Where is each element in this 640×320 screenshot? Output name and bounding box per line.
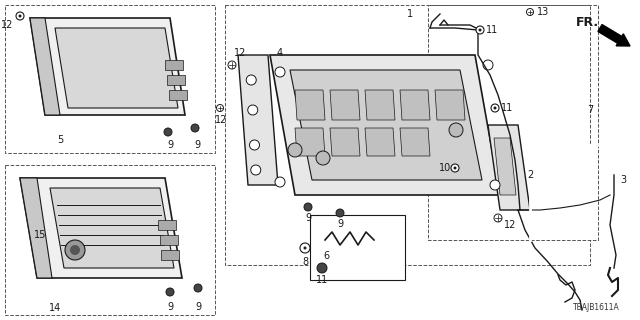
Text: 1: 1 [407, 9, 413, 19]
Circle shape [275, 177, 285, 187]
Text: 11: 11 [501, 103, 513, 113]
Circle shape [164, 128, 172, 136]
Text: 9: 9 [167, 140, 173, 150]
Circle shape [316, 151, 330, 165]
Circle shape [336, 209, 344, 217]
Circle shape [70, 245, 80, 255]
Circle shape [250, 140, 259, 150]
Text: 9: 9 [337, 219, 343, 229]
Circle shape [194, 284, 202, 292]
Circle shape [479, 28, 481, 31]
Circle shape [454, 166, 456, 170]
Bar [310, 215, 405, 280]
Polygon shape [295, 128, 325, 156]
Text: 9: 9 [305, 213, 311, 223]
Circle shape [304, 203, 312, 211]
Circle shape [490, 180, 500, 190]
Circle shape [228, 61, 236, 69]
Polygon shape [365, 90, 395, 120]
FancyArrow shape [598, 25, 630, 46]
Bar [158, 220, 176, 230]
Circle shape [65, 240, 85, 260]
Text: 11: 11 [486, 25, 498, 35]
Polygon shape [20, 178, 182, 278]
Polygon shape [435, 90, 465, 120]
Text: 3: 3 [620, 175, 626, 185]
Text: 12: 12 [234, 48, 246, 58]
Bar [166, 60, 184, 70]
Text: 12: 12 [1, 20, 13, 30]
Circle shape [493, 107, 497, 109]
Polygon shape [50, 188, 174, 268]
Polygon shape [330, 128, 360, 156]
Circle shape [246, 75, 256, 85]
Circle shape [491, 104, 499, 112]
Circle shape [300, 243, 310, 253]
Circle shape [216, 105, 223, 111]
Text: 10: 10 [439, 163, 451, 173]
Text: TBAJB1611A: TBAJB1611A [573, 303, 620, 312]
Text: 12: 12 [215, 115, 227, 125]
Text: 14: 14 [49, 303, 61, 313]
Circle shape [191, 124, 199, 132]
Text: 2: 2 [527, 170, 533, 180]
Text: 7: 7 [587, 105, 593, 115]
Text: FR.: FR. [576, 15, 599, 28]
Polygon shape [365, 128, 395, 156]
Bar [225, 5, 590, 265]
Polygon shape [400, 90, 430, 120]
Circle shape [166, 288, 174, 296]
Circle shape [317, 263, 327, 273]
Polygon shape [30, 18, 185, 115]
Polygon shape [55, 28, 178, 108]
Text: 5: 5 [57, 135, 63, 145]
Bar [428, 5, 598, 240]
Text: 13: 13 [537, 7, 549, 17]
Circle shape [476, 26, 484, 34]
Text: 15: 15 [34, 230, 46, 240]
Text: 12: 12 [504, 220, 516, 230]
Text: 9: 9 [167, 302, 173, 312]
Circle shape [303, 246, 307, 250]
Text: 9: 9 [195, 302, 201, 312]
Circle shape [16, 12, 24, 20]
Circle shape [251, 165, 260, 175]
Bar [168, 75, 186, 85]
Bar [160, 235, 178, 245]
Polygon shape [488, 125, 530, 210]
Circle shape [483, 60, 493, 70]
Circle shape [449, 123, 463, 137]
Polygon shape [330, 90, 360, 120]
Text: 4: 4 [277, 48, 283, 58]
Circle shape [451, 164, 459, 172]
Polygon shape [400, 128, 430, 156]
Circle shape [19, 14, 22, 18]
Polygon shape [494, 138, 516, 195]
Circle shape [248, 105, 258, 115]
Circle shape [527, 9, 534, 15]
Bar [5, 165, 215, 315]
Polygon shape [290, 70, 482, 180]
Text: 9: 9 [194, 140, 200, 150]
Bar [530, 145, 598, 240]
Circle shape [494, 214, 502, 222]
Polygon shape [30, 18, 60, 115]
Polygon shape [238, 55, 278, 185]
Bar [161, 250, 179, 260]
Text: 6: 6 [323, 251, 329, 261]
Polygon shape [20, 178, 52, 278]
Polygon shape [270, 55, 500, 195]
Bar [5, 5, 215, 153]
Bar [170, 90, 188, 100]
Text: 11: 11 [316, 275, 328, 285]
Circle shape [275, 67, 285, 77]
Circle shape [288, 143, 302, 157]
Text: 8: 8 [302, 257, 308, 267]
Polygon shape [295, 90, 325, 120]
